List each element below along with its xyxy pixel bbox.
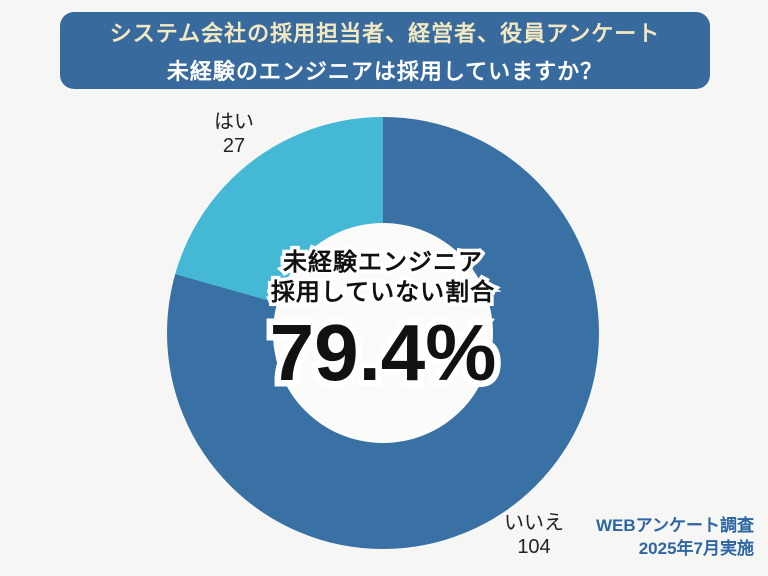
- slice-label-yes: はい 27: [174, 110, 294, 158]
- slice-label-no: いいえ 104: [474, 511, 594, 559]
- donut-chart: [167, 117, 599, 549]
- slice-label-no-name: いいえ: [504, 512, 564, 534]
- center-line1-text: 未経験エンジニア: [283, 249, 483, 276]
- survey-note-line1: WEBアンケート調査: [596, 516, 754, 535]
- center-percentage-outline: 79.4%: [263, 303, 503, 402]
- center-percentage-text: 79.4%: [269, 308, 497, 397]
- slice-label-yes-value: 27: [222, 135, 246, 157]
- center-line2-outline: 採用していない割合: [267, 276, 497, 310]
- center-line2-text: 採用していない割合: [270, 279, 496, 306]
- survey-note-line2: 2025年7月実施: [638, 539, 754, 558]
- donut-hole: [273, 223, 493, 443]
- banner-question: 未経験のエンジニアは採用していますか？: [166, 58, 604, 84]
- donut-center-label: 未経験エンジニア 未経験エンジニア 採用していない割合 採用していない割合 79…: [203, 246, 563, 403]
- banner-subtitle: システム会社の採用担当者、経営者、役員アンケート: [109, 20, 661, 46]
- center-line2: 採用していない割合 採用していない割合: [203, 276, 563, 310]
- center-line1: 未経験エンジニア 未経験エンジニア: [203, 246, 563, 280]
- slice-label-no-value: 104: [517, 536, 551, 558]
- center-line1-outline: 未経験エンジニア: [280, 246, 486, 280]
- survey-note: WEBアンケート調査 2025年7月実施: [596, 514, 754, 560]
- center-percentage: 79.4% 79.4%: [203, 303, 563, 402]
- title-banner: システム会社の採用担当者、経営者、役員アンケート 未経験のエンジニアは採用してい…: [60, 12, 710, 89]
- slice-label-yes-name: はい: [214, 111, 254, 133]
